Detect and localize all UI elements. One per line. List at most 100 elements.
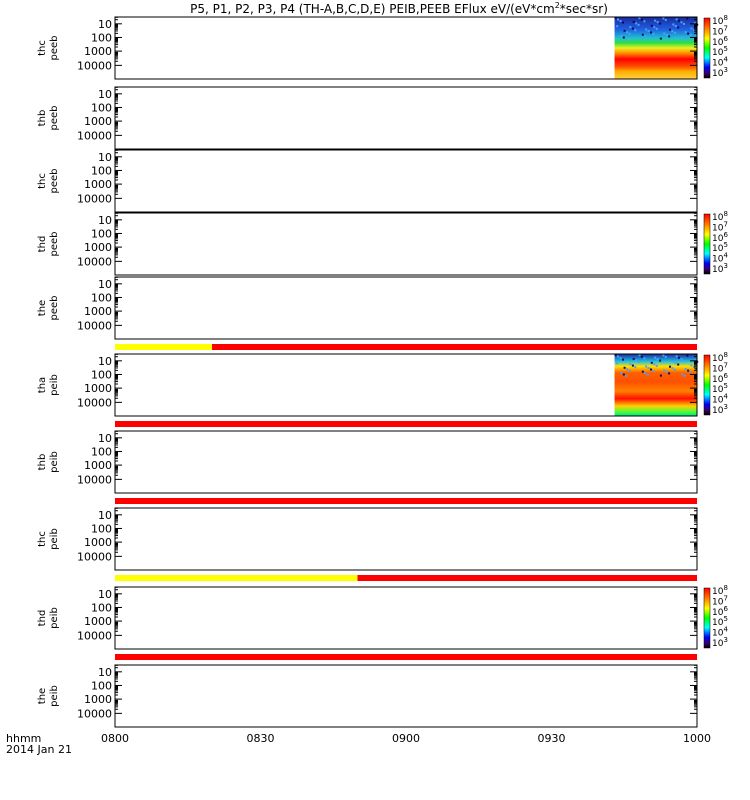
- spectrogram-speckle: [668, 35, 671, 38]
- spectrogram-speckle: [640, 18, 643, 21]
- spectrogram-speckle: [693, 22, 696, 25]
- spectrogram-speckle: [650, 361, 653, 364]
- mode-bars-group: [115, 344, 697, 660]
- spectrogram-speckle: [664, 19, 667, 21]
- spectrogram-speckle: [623, 366, 626, 369]
- colorbar-label: 105: [712, 615, 728, 628]
- spectrogram-speckle: [655, 27, 658, 30]
- x-tick-label: 0800: [101, 732, 129, 745]
- y-tick-label: 10000: [77, 255, 112, 268]
- y-tick-label: 10: [98, 432, 112, 445]
- spectrogram-speckle: [683, 37, 686, 40]
- spectrogram-speckle: [662, 17, 665, 20]
- spectrogram-speckle: [620, 35, 623, 37]
- spectrogram-speckle: [650, 368, 652, 371]
- y-tick-label: 10: [98, 88, 112, 101]
- colorbar-label: 105: [712, 241, 728, 254]
- spectrogram-speckle: [646, 373, 649, 376]
- y-tick-label: 100: [91, 679, 112, 692]
- spectrogram-speckle: [652, 370, 655, 373]
- mode-bar-segment: [115, 421, 697, 427]
- spectrogram-speckle: [655, 364, 658, 367]
- y-tick-label: 1000: [84, 115, 112, 128]
- y-tick-label: 1000: [84, 459, 112, 472]
- y-tick-label: 100: [91, 368, 112, 381]
- colorbar-label: 105: [712, 45, 728, 58]
- spectrogram-speckle: [684, 31, 687, 34]
- spectrogram-speckle: [626, 31, 629, 34]
- y-axis-label: thc: [37, 40, 48, 56]
- spectrogram-speckle: [631, 364, 634, 367]
- spectrogram-speckle: [692, 365, 695, 368]
- spectrogram-speckle: [659, 374, 662, 377]
- spectrogram-speckle: [625, 38, 628, 40]
- spectrogram-speckle: [659, 37, 662, 40]
- mode-bar-segment: [115, 654, 697, 660]
- y-tick-label: 10: [98, 588, 112, 601]
- spectrogram-speckle: [678, 356, 680, 359]
- spectrogram-speckle: [681, 36, 684, 39]
- spectrogram-speckle: [695, 30, 698, 33]
- spectrogram-speckle: [632, 20, 635, 23]
- spectrogram-speckle: [689, 34, 692, 37]
- spectrogram-speckle: [653, 26, 656, 29]
- x-tick-label: 0900: [392, 732, 420, 745]
- y-tick-label: 10000: [77, 473, 112, 486]
- panel-frame: [114, 16, 698, 80]
- y-axis-label: thd: [37, 610, 48, 627]
- spectrogram-speckle: [645, 365, 648, 368]
- mode-bar-segment: [115, 344, 212, 350]
- spectrogram-speckle: [631, 27, 634, 30]
- y-tick-label: 100: [91, 291, 112, 304]
- y-tick-label: 100: [91, 522, 112, 535]
- y-tick-label: 10: [98, 278, 112, 291]
- x-tick-label: 0830: [247, 732, 275, 745]
- y-tick-label: 10000: [77, 59, 112, 72]
- colorbar-label: 108: [712, 584, 728, 597]
- spectrogram-speckle: [628, 369, 631, 372]
- y-axis-label: peeb: [49, 169, 60, 194]
- spectrogram-speckle: [669, 28, 671, 31]
- colorbar: [703, 17, 711, 79]
- y-tick-label: 1000: [84, 382, 112, 395]
- colorbar-label: 106: [712, 35, 728, 48]
- spectrogram-speckle: [665, 370, 668, 373]
- spectrogram-speckle: [632, 357, 635, 360]
- spectrogram-speckle: [692, 28, 695, 31]
- spectrogram-speckle: [641, 33, 644, 36]
- spectrogram-speckle: [677, 363, 680, 366]
- colorbar: [703, 213, 711, 275]
- y-tick-label: 10: [98, 509, 112, 522]
- spectrogram-speckle: [644, 35, 647, 38]
- colorbar-label: 104: [712, 393, 728, 406]
- y-tick-label: 10000: [77, 396, 112, 409]
- spectrogram-speckle: [654, 356, 657, 359]
- mode-bar-segment: [212, 344, 697, 350]
- panel-frame: [114, 664, 698, 728]
- panel-frame: [114, 507, 698, 571]
- spectrogram-speckle: [681, 373, 684, 376]
- mode-bar-segment: [357, 575, 697, 581]
- spectrogram-speckle: [684, 368, 687, 371]
- spectrogram-speckle: [669, 365, 671, 368]
- spectrogram-speckle: [650, 31, 652, 34]
- spectrogram-speckle: [629, 363, 632, 366]
- spectrogram-speckle: [645, 28, 648, 31]
- y-axis-label: peib: [49, 528, 60, 550]
- spectrogram-speckle: [617, 18, 619, 21]
- spectrogram-speckle: [616, 25, 619, 28]
- spectrogram-speckle: [675, 18, 678, 21]
- spectrogram-speckle: [690, 27, 693, 30]
- spectrogram-speckle: [616, 362, 619, 365]
- colorbar: [703, 354, 711, 416]
- y-tick-label: 100: [91, 601, 112, 614]
